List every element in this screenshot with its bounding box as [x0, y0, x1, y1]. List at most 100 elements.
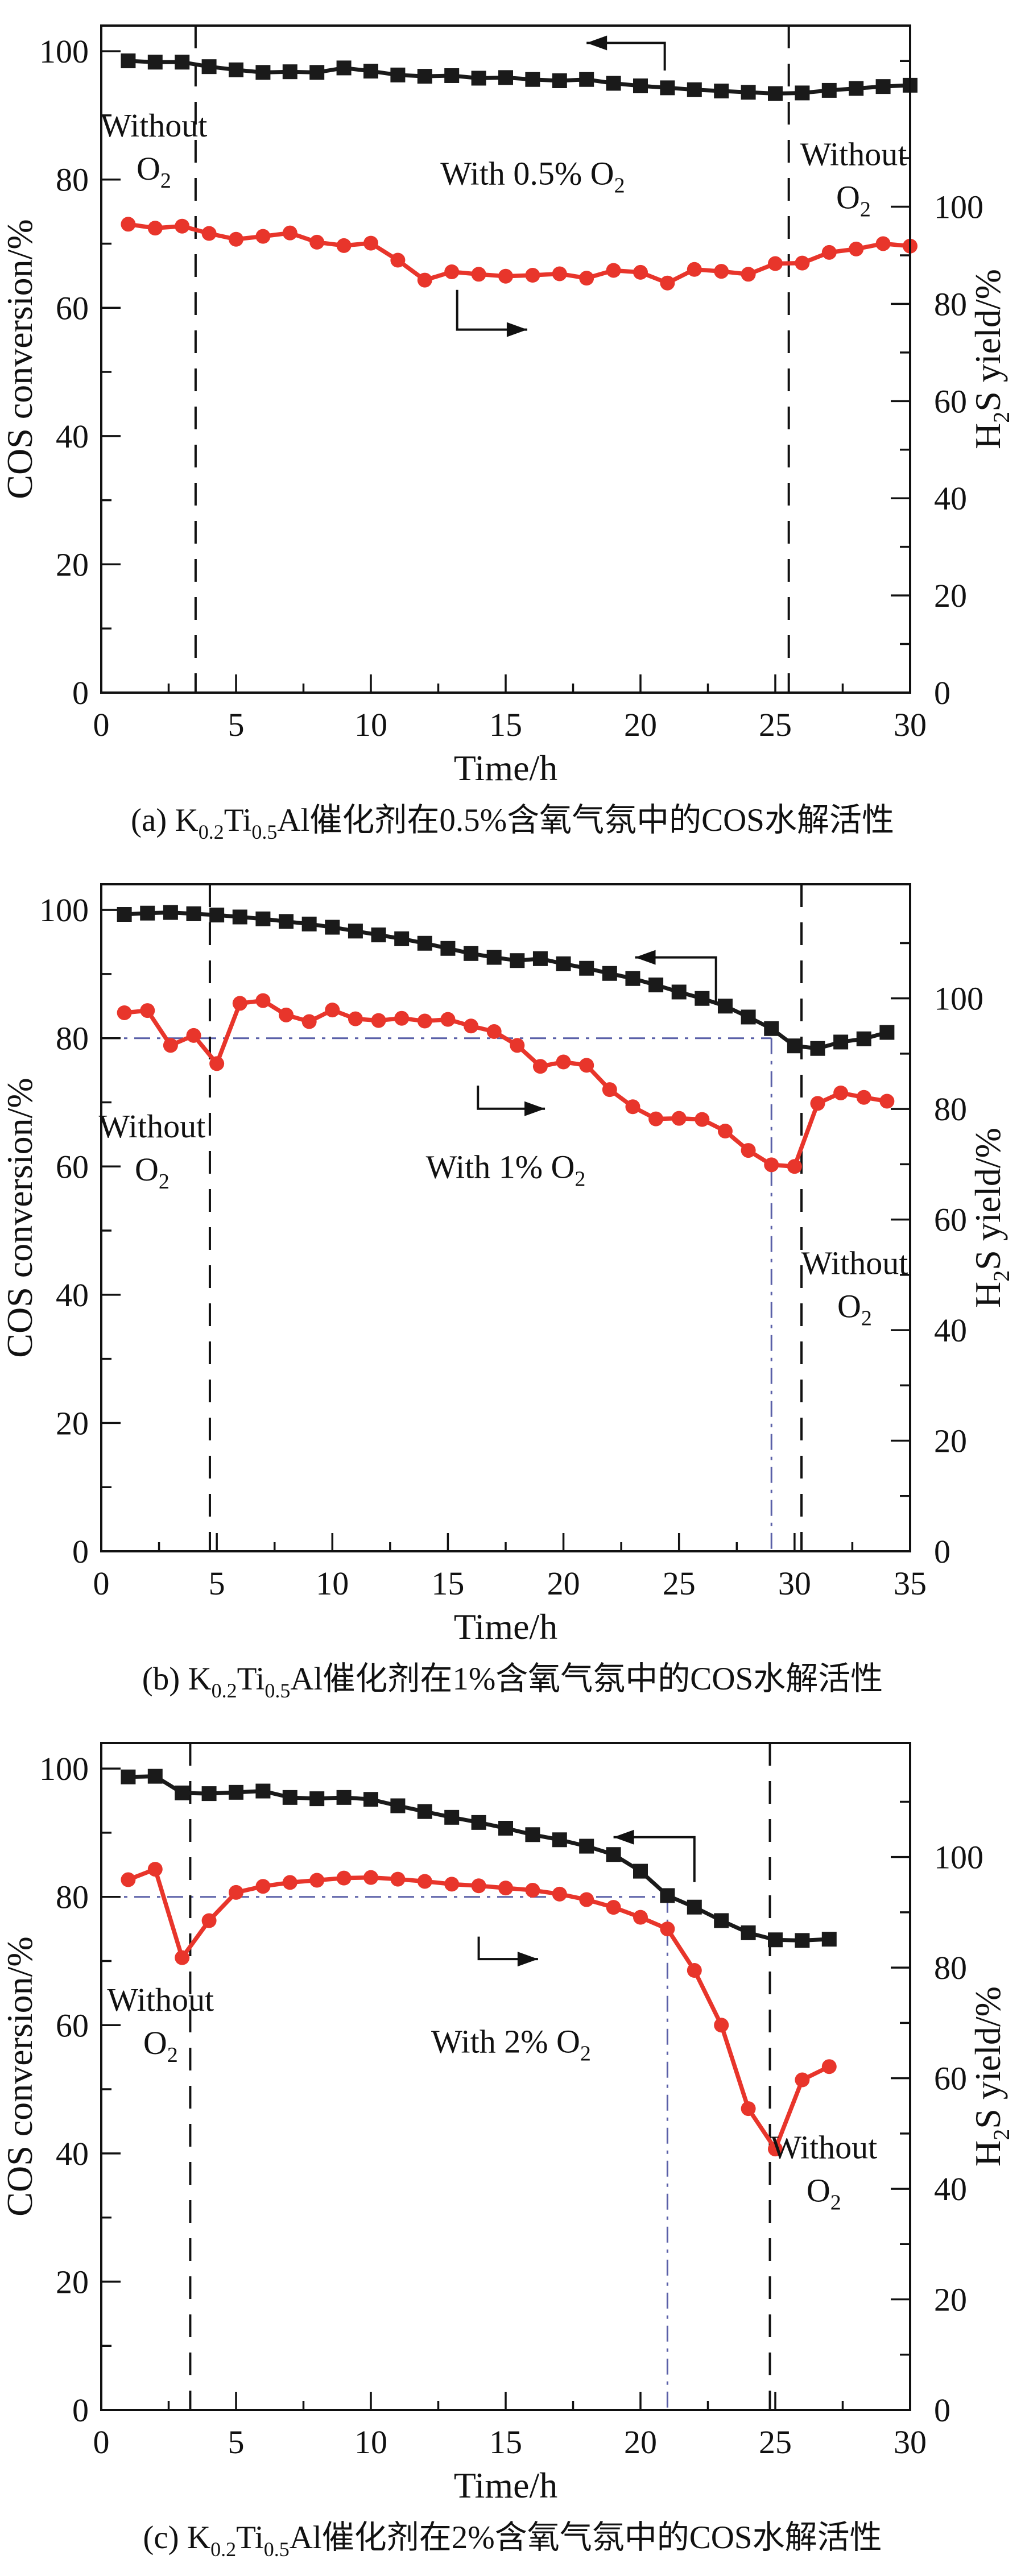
square-marker: [633, 78, 648, 94]
caption-subscript: 0.2: [211, 1679, 237, 1702]
arrowhead-icon: [524, 1101, 545, 1116]
right-y-tick-label: 60: [934, 1202, 967, 1239]
square-marker: [444, 68, 460, 83]
square-marker: [856, 1031, 871, 1046]
left-y-tick-label: 40: [56, 418, 89, 455]
square-marker: [186, 906, 201, 921]
left-y-tick-label: 80: [56, 1879, 89, 1916]
caption-text: Ti: [224, 802, 252, 838]
left-y-tick-label: 40: [56, 1277, 89, 1314]
circle-marker: [301, 1014, 317, 1029]
circle-marker: [471, 1878, 486, 1894]
left-y-tick-label: 80: [56, 161, 89, 198]
caption-text: Al催化剂在2%含氧气氛中的COS水解活性: [289, 2520, 882, 2556]
circle-marker: [486, 1024, 502, 1039]
square-marker: [279, 914, 294, 929]
left-y-tick-label: 100: [39, 33, 89, 70]
left-y-tick-label: 100: [39, 1750, 89, 1787]
arrowhead-icon: [613, 1829, 634, 1845]
circle-marker: [336, 1870, 352, 1886]
x-axis-title: Time/h: [454, 2465, 558, 2505]
left-y-axis-title: COS conversion/%: [0, 1936, 40, 2216]
circle-marker: [532, 1059, 548, 1074]
atmosphere-annotation: With 2% O2: [431, 2023, 591, 2065]
x-tick-label: 30: [894, 706, 927, 743]
circle-marker: [525, 268, 540, 283]
square-marker: [464, 946, 479, 961]
circle-marker: [787, 1159, 802, 1174]
square-marker: [687, 82, 702, 97]
square-marker: [695, 991, 710, 1006]
square-marker: [741, 85, 756, 100]
atmosphere-annotation: Without: [801, 1244, 908, 1281]
square-marker: [325, 920, 340, 935]
left-y-tick-label: 0: [72, 2392, 89, 2429]
square-marker: [232, 909, 247, 925]
caption-subscript: 0.5: [264, 1679, 291, 1702]
atmosphere-annotation: Without: [107, 1981, 214, 2018]
right-y-tick-label: 20: [934, 2281, 967, 2318]
right-y-axis-title: H2S yield/%: [968, 1986, 1014, 2167]
circle-marker: [625, 1099, 640, 1115]
circle-marker: [464, 1018, 479, 1034]
x-tick-label: 20: [547, 1565, 580, 1602]
x-tick-label: 0: [93, 2424, 110, 2461]
arrowhead-icon: [586, 35, 607, 51]
atmosphere-annotation: Without: [770, 2129, 877, 2166]
square-marker: [556, 956, 571, 971]
atmosphere-annotation: Without: [99, 1108, 206, 1145]
x-tick-label: 30: [778, 1565, 811, 1602]
circle-marker: [201, 1913, 217, 1928]
circle-marker: [121, 217, 136, 232]
left-axis-pointer-arrow: [635, 950, 717, 1003]
square-marker: [201, 59, 217, 74]
square-marker: [606, 1847, 621, 1862]
circle-marker: [821, 2059, 837, 2074]
square-marker: [821, 1932, 837, 1947]
right-y-tick-label: 0: [934, 2392, 950, 2429]
h2s-yield-series: [121, 1862, 837, 2157]
square-marker: [229, 1784, 243, 1800]
left-axis-pointer-arrow: [613, 1829, 696, 1882]
square-marker: [301, 916, 317, 931]
figure-panel-a: 0 5 10 15 20 25 30 100 80 60 40 20 0 100 80 60 40 20 0 With…: [0, 0, 1025, 859]
circle-marker: [695, 1112, 710, 1127]
left-y-tick-label: 80: [56, 1020, 89, 1057]
circle-marker: [309, 1873, 325, 1888]
square-marker: [498, 70, 513, 85]
circle-marker: [579, 271, 594, 286]
x-tick-label: 5: [228, 706, 245, 743]
x-tick-label: 25: [663, 1565, 696, 1602]
x-tick-label: 30: [894, 2424, 927, 2461]
circle-marker: [255, 229, 271, 244]
circle-marker: [498, 268, 513, 284]
left-y-tick-label: 0: [72, 1533, 89, 1570]
circle-marker: [282, 1875, 297, 1890]
square-marker: [717, 999, 733, 1014]
cos-conversion-series: [121, 53, 917, 101]
chart-b-caption: (b) K0.2Ti0.5Al催化剂在1%含氧气氛中的COS水解活性: [0, 1653, 1025, 1703]
square-marker: [525, 1827, 540, 1842]
square-marker: [147, 55, 163, 70]
square-marker: [821, 82, 837, 98]
square-marker: [440, 941, 456, 956]
caption-text: (a) K: [131, 802, 199, 838]
square-marker: [552, 73, 567, 88]
axis-ticks: [100, 909, 911, 1552]
circle-marker: [525, 1883, 540, 1898]
circle-marker: [229, 231, 243, 247]
circle-marker: [209, 1056, 225, 1071]
square-marker: [660, 1888, 675, 1903]
arrowhead-icon: [517, 1952, 538, 1967]
chart-c-caption: (c) K0.2Ti0.5Al催化剂在2%含氧气氛中的COS水解活性: [0, 2511, 1025, 2561]
left-y-tick-label: 60: [56, 2007, 89, 2044]
circle-marker: [510, 1038, 525, 1053]
atmosphere-annotation: Without: [101, 107, 208, 144]
square-marker: [833, 1034, 849, 1050]
circle-marker: [147, 1862, 163, 1877]
square-marker: [795, 1933, 810, 1948]
caption-text: (c) K: [143, 2520, 211, 2556]
x-tick-label: 15: [431, 1565, 464, 1602]
plot-border: [100, 883, 911, 1552]
